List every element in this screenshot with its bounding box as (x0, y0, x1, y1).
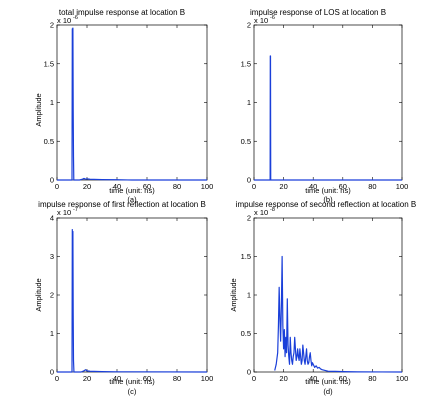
panel-c-ytick-label: 1 (50, 329, 54, 338)
panel-a-title: total impulse response at location B (59, 8, 185, 17)
panel-a: total impulse response at location B x 1… (34, 8, 213, 204)
panel-b-ytick-label: 0.5 (241, 137, 251, 146)
panel-a-xtick-label: 40 (113, 182, 121, 191)
panel-c-xtick-label: 40 (113, 374, 121, 383)
panel-a-xtick-label: 0 (55, 182, 59, 191)
panel-a-multiplier: x 10 (57, 16, 71, 25)
panel-c-xtick-label: 0 (55, 374, 59, 383)
panel-b-xtick-label: 80 (368, 182, 376, 191)
panel-a-ytick-label: 2 (50, 21, 54, 30)
panel-a-ylabel: Amplitude (34, 93, 43, 126)
panel-a-xtick-label: 60 (143, 182, 151, 191)
panel-b-multiplier-exponent: -6 (270, 15, 275, 21)
panel-a-ytick-label: 0 (50, 176, 54, 185)
panel-d-ytick-label: 0 (247, 368, 251, 377)
panel-c-xtick-label: 20 (83, 374, 91, 383)
panel-d-xlabel: time (unit: ns) (305, 377, 351, 386)
panel-b: impulse response of LOS at location B x … (241, 8, 409, 204)
panel-b-xtick-label: 100 (396, 182, 409, 191)
panel-b-xtick-label: 0 (252, 182, 256, 191)
panel-d: impulse response of second reflection at… (229, 200, 416, 396)
panel-c-ytick-label: 2 (50, 291, 54, 300)
panel-a-ytick-label: 1.5 (44, 59, 54, 68)
panel-c-caption: (c) (128, 387, 137, 396)
panel-b-ytick-label: 0 (247, 176, 251, 185)
panel-c-ytick-label: 4 (50, 214, 54, 223)
panel-d-ylabel: Amplitude (229, 278, 238, 311)
panel-c-ytick-label: 0 (50, 368, 54, 377)
panel-d-ytick-label: 0.5 (241, 329, 251, 338)
panel-c-title: impulse response of first reflection at … (38, 200, 206, 209)
panel-b-frame (253, 24, 403, 181)
panel-b-xtick-label: 40 (309, 182, 317, 191)
panel-c-xtick-label: 60 (143, 374, 151, 383)
panel-a-frame (56, 24, 208, 181)
panel-c-multiplier: x 10 (57, 208, 71, 217)
panel-a-ytick-label: 0.5 (44, 137, 54, 146)
panel-d-frame (253, 217, 403, 373)
panel-b-caption: (b) (323, 195, 333, 204)
panel-a-xlabel: time (unit: ns) (109, 186, 155, 195)
panel-a-series-line (57, 27, 207, 181)
panel-a-caption: (a) (127, 195, 137, 204)
panel-b-ytick-label: 1 (247, 98, 251, 107)
panel-b-xlabel: time (unit: ns) (305, 186, 351, 195)
panel-c-xtick-label: 100 (201, 374, 214, 383)
panel-c-xtick-label: 80 (173, 374, 181, 383)
panel-b-ytick-label: 1.5 (241, 59, 251, 68)
panel-a-xtick-label: 100 (201, 182, 214, 191)
panel-a-multiplier-exponent: -6 (73, 15, 78, 21)
panel-c-axes: 0 20 40 60 80 100 0 1 2 3 4 (50, 214, 213, 384)
panel-a-xtick-label: 20 (83, 182, 91, 191)
panel-c-ytick-label: 3 (50, 252, 54, 261)
panel-b-series-line (254, 55, 402, 181)
panel-c: impulse response of first reflection at … (34, 200, 213, 396)
panel-b-xtick-label: 20 (279, 182, 287, 191)
panel-b-ytick-label: 2 (247, 21, 251, 30)
panel-d-xtick-label: 80 (368, 374, 376, 383)
panel-b-xtick-label: 60 (339, 182, 347, 191)
panel-d-xtick-label: 60 (339, 374, 347, 383)
panel-b-title: impulse response of LOS at location B (250, 8, 386, 17)
panel-d-ytick-label: 1 (247, 291, 251, 300)
panel-d-xtick-label: 20 (279, 374, 287, 383)
panel-c-xlabel: time (unit: ns) (109, 377, 155, 386)
panel-d-caption: (d) (323, 387, 333, 396)
panel-c-frame (56, 217, 208, 373)
panel-d-xtick-label: 100 (396, 374, 409, 383)
panel-d-ytick-label: 2 (247, 214, 251, 223)
panel-a-xtick-label: 80 (173, 182, 181, 191)
panel-b-axes: 0 20 40 60 80 100 0 0.5 1 1.5 2 (241, 21, 409, 192)
panel-b-multiplier: x 10 (254, 16, 268, 25)
panel-c-multiplier-exponent: -7 (73, 207, 78, 213)
panel-c-ylabel: Amplitude (34, 278, 43, 311)
panel-a-ytick-label: 1 (50, 98, 54, 107)
panel-d-multiplier-exponent: -8 (270, 207, 275, 213)
panel-d-axes: 0 20 40 60 80 100 0 0.5 1 1.5 2 (241, 214, 409, 384)
panel-d-title: impulse response of second reflection at… (236, 200, 417, 209)
panel-a-axes: 0 20 40 60 80 100 0 0.5 1 1.5 2 (44, 21, 214, 192)
panel-c-series-line (57, 228, 208, 373)
panel-d-xtick-label: 40 (309, 374, 317, 383)
panel-d-ytick-label: 1.5 (241, 252, 251, 261)
panel-d-multiplier: x 10 (254, 208, 268, 217)
panel-d-xtick-label: 0 (252, 374, 256, 383)
panel-d-series-line (274, 255, 403, 373)
